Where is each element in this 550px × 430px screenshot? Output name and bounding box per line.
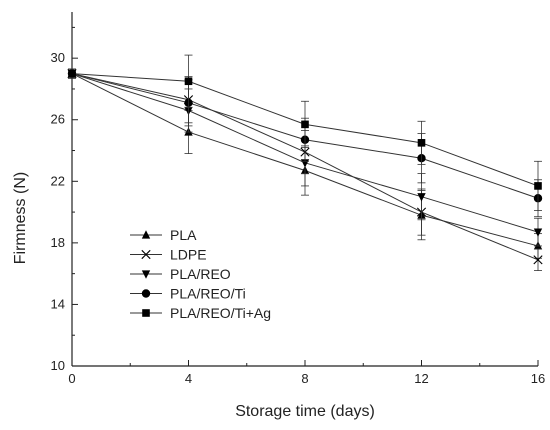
- y-tick-label: 10: [51, 358, 65, 373]
- legend-item-pla-reo-ti: PLA/REO/Ti: [130, 286, 246, 302]
- x-axis-label: Storage time (days): [235, 403, 375, 420]
- y-tick-label: 22: [51, 173, 65, 188]
- x-tick-label: 16: [531, 371, 545, 386]
- x-marker-stroke: [533, 255, 543, 265]
- legend-marker: [141, 249, 151, 260]
- legend-item-ldpe: LDPE: [130, 247, 207, 263]
- data-point: [417, 139, 426, 147]
- x-axis-ticks: 0 4 8 12 16: [68, 360, 545, 386]
- y-tick-label: 30: [51, 50, 65, 65]
- legend-label: LDPE: [170, 247, 207, 263]
- x-marker-stroke: [141, 249, 151, 260]
- data-point: [68, 69, 76, 78]
- data-point: [533, 228, 543, 237]
- legend-item-pla: PLA: [130, 227, 197, 243]
- legend-label: PLA/REO: [170, 266, 231, 282]
- data-point: [533, 255, 543, 265]
- x-tick-label: 0: [68, 371, 75, 386]
- legend-marker: [141, 230, 151, 239]
- y-tick-label: 18: [51, 235, 65, 250]
- legend-label: PLA/REO/Ti+Ag: [170, 305, 271, 321]
- series-pla-reo-ti-ag: [68, 54, 542, 211]
- x-tick-label: 8: [301, 371, 308, 386]
- series-layer: [67, 54, 543, 271]
- legend-label: PLA/REO/Ti: [170, 286, 246, 302]
- legend: PLA LDPE PLA/REO PLA/REO/Ti PLA/REO/Ti+Ag: [130, 227, 271, 321]
- data-point: [184, 77, 193, 86]
- legend-marker: [142, 309, 150, 317]
- legend-marker: [141, 270, 151, 279]
- data-point: [534, 182, 542, 190]
- legend-item-pla-reo: PLA/REO: [130, 266, 231, 282]
- legend-marker: [141, 289, 151, 298]
- legend-item-pla-reo-ti-ag: PLA/REO/Ti+Ag: [130, 305, 271, 321]
- y-tick-label: 14: [51, 296, 65, 311]
- y-axis-label: Firmness (N): [12, 172, 29, 264]
- y-axis-ticks: 10 14 18 22 26 30: [51, 26, 78, 373]
- x-tick-label: 12: [414, 371, 428, 386]
- y-tick-label: 26: [51, 112, 65, 127]
- x-tick-label: 4: [185, 371, 192, 386]
- legend-label: PLA: [170, 227, 197, 243]
- data-point: [417, 193, 426, 202]
- data-point: [301, 120, 309, 129]
